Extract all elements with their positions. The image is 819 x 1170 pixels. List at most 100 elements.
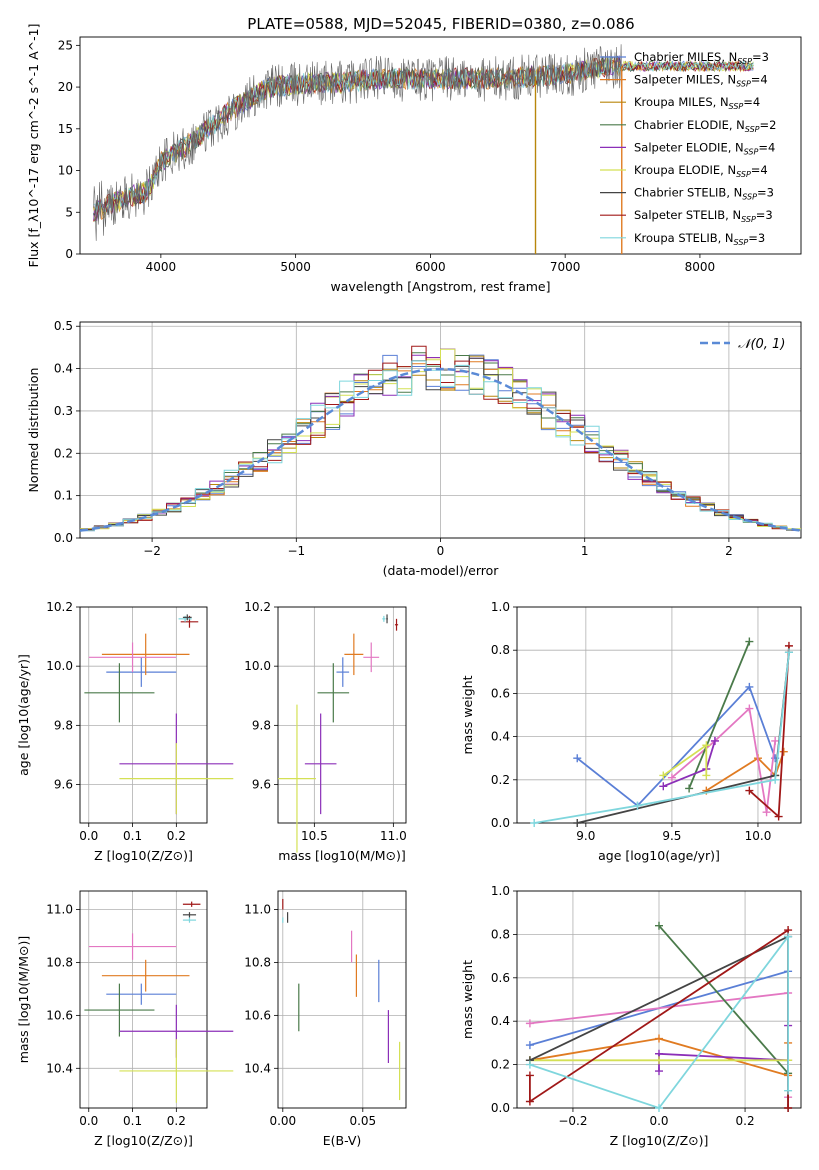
- x-tick-label: 0.1: [123, 829, 142, 843]
- y-tick-label: 9.6: [54, 778, 73, 792]
- y-tick-label: 0.2: [54, 446, 73, 460]
- y-tick-label: 0.4: [491, 730, 510, 744]
- y-axis-label: age [log10(age/yr)]: [16, 654, 31, 776]
- x-tick-label: −0.2: [558, 1114, 587, 1128]
- weight-line: [529, 933, 789, 1110]
- weight-marker: [774, 812, 783, 821]
- x-tick-label: 0.0: [79, 829, 98, 843]
- y-tick-label: 0.8: [491, 643, 510, 657]
- weight-line: [688, 641, 751, 789]
- y-tick-label: 0.0: [54, 531, 73, 545]
- y-tick-label: 0.6: [491, 971, 510, 985]
- spectrum-model-line: [93, 56, 754, 213]
- weight-marker: [784, 1104, 793, 1112]
- y-tick-label: 0.0: [491, 816, 510, 830]
- normal-curve: [79, 367, 802, 532]
- spectrum-model-line: [93, 57, 754, 222]
- y-tick-label: 10.2: [244, 600, 271, 614]
- y-axis-label: Flux [f_λ10^-17 erg cm^-2 s^-1 A^-1]: [26, 24, 41, 268]
- y-tick-label: 0: [65, 247, 73, 261]
- x-tick-label: 0.0: [649, 1114, 668, 1128]
- axes-frame: [79, 890, 208, 1109]
- weight-marker: [745, 704, 754, 713]
- y-tick-label: 0.2: [491, 773, 510, 787]
- legend-entry: Salpeter STELIB, NSSP=3: [634, 208, 773, 224]
- y-tick-label: 10: [58, 164, 73, 178]
- y-tick-label: 9.8: [252, 718, 271, 732]
- x-tick-label: 10.5: [301, 829, 328, 843]
- weight-marker: [659, 782, 668, 791]
- chart-spectrum: 4000 5000 6000 7000 8000 0 5 10 15 20 25 wavelength…: [26, 24, 802, 294]
- weight-marker: [702, 771, 711, 780]
- weight-marker: [762, 808, 771, 817]
- y-tick-label: 0.8: [491, 927, 510, 941]
- y-tick-label: 9.6: [252, 778, 271, 792]
- y-tick-label: 9.8: [54, 718, 73, 732]
- x-tick-label: 6000: [415, 260, 446, 274]
- chart-weight_vs_Z: −0.2 0.0 0.2 0.0 0.2 0.4 0.6 0.8 1.0 Z [log10(Z/Z…: [460, 884, 802, 1148]
- y-tick-label: 0.3: [54, 404, 73, 418]
- weight-marker: [573, 754, 582, 763]
- legend-entry: Chabrier MILES, NSSP=3: [634, 50, 769, 66]
- axes-frame: [516, 606, 802, 824]
- x-axis-label: (data-model)/error: [383, 563, 500, 578]
- legend-entry: Chabrier ELODIE, NSSP=2: [634, 118, 776, 134]
- weight-marker: [771, 736, 780, 745]
- weight-marker: [745, 637, 754, 646]
- y-tick-label: 0.4: [491, 1014, 510, 1028]
- x-tick-label: 0.1: [123, 1114, 142, 1128]
- y-tick-label: 10.8: [46, 955, 73, 969]
- weight-line: [705, 751, 785, 792]
- y-tick-label: 1.0: [491, 600, 510, 614]
- y-axis-label: mass weight: [460, 675, 475, 754]
- y-tick-label: 0.5: [54, 319, 73, 333]
- x-axis-label: Z [log10(Z/Z⊙)]: [94, 1133, 193, 1148]
- y-tick-label: 10.4: [244, 1061, 271, 1075]
- legend-entry: Kroupa STELIB, NSSP=3: [634, 231, 765, 247]
- weight-line: [576, 685, 777, 807]
- x-tick-label: 0.2: [167, 1114, 186, 1128]
- weight-marker: [771, 775, 780, 784]
- x-tick-label: 9.0: [576, 829, 595, 843]
- weight-marker: [525, 1041, 534, 1050]
- x-tick-label: −1: [287, 544, 305, 558]
- y-tick-label: 0.4: [54, 362, 73, 376]
- y-tick-label: 25: [58, 38, 73, 52]
- x-tick-label: 0.2: [736, 1114, 755, 1128]
- x-tick-label: 9.5: [662, 829, 681, 843]
- x-axis-label: wavelength [Angstrom, rest frame]: [330, 279, 550, 294]
- y-tick-label: 1.0: [491, 884, 510, 898]
- weight-marker: [530, 819, 539, 827]
- x-tick-label: 1: [581, 544, 589, 558]
- weight-marker: [525, 1071, 534, 1080]
- x-axis-label: Z [log10(Z/Z⊙)]: [610, 1133, 709, 1148]
- legend-entry: Salpeter ELODIE, NSSP=4: [634, 140, 775, 156]
- x-tick-label: 5000: [280, 260, 311, 274]
- weight-marker: [655, 1056, 663, 1065]
- weight-marker: [655, 1034, 663, 1043]
- y-tick-label: 10.4: [46, 1061, 73, 1075]
- weight-marker: [655, 1104, 663, 1112]
- y-tick-label: 11.0: [244, 903, 271, 917]
- legend-entry: 𝒩(0, 1): [738, 337, 785, 352]
- y-axis-label: mass weight: [460, 960, 475, 1039]
- weight-line: [658, 925, 789, 1074]
- x-tick-label: 2: [725, 544, 733, 558]
- histogram-line: [80, 360, 801, 532]
- legend-entry: Chabrier STELIB, NSSP=3: [634, 186, 774, 202]
- legend-entry: Kroupa MILES, NSSP=4: [634, 95, 760, 111]
- weight-marker: [633, 801, 642, 810]
- weight-marker: [573, 819, 582, 827]
- y-tick-label: 0.1: [54, 489, 73, 503]
- y-tick-label: 10.0: [244, 659, 271, 673]
- weight-marker: [655, 921, 663, 930]
- x-tick-label: 0: [437, 544, 445, 558]
- weight-marker: [710, 736, 719, 745]
- y-tick-label: 10.6: [46, 1008, 73, 1022]
- axes-frame: [79, 36, 802, 255]
- y-tick-label: 0.0: [491, 1101, 510, 1115]
- y-tick-label: 0.6: [491, 686, 510, 700]
- weight-marker: [685, 784, 694, 793]
- weight-marker: [667, 773, 676, 782]
